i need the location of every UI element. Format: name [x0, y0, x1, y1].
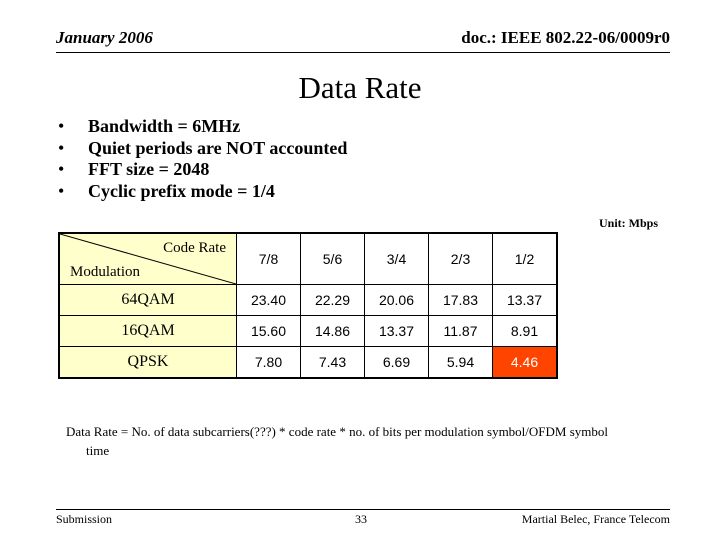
formula-note: Data Rate = No. of data subcarriers(???)…	[66, 422, 666, 460]
table-cell: 15.60	[236, 315, 301, 347]
diagonal-divider	[60, 234, 236, 284]
bullet-list: • Bandwidth = 6MHz • Quiet periods are NOT…	[58, 116, 347, 202]
bullet-dot-icon: •	[58, 116, 65, 136]
table-cell: 14.86	[300, 315, 365, 347]
table-cell: 6.69	[364, 346, 429, 379]
bullet-text: Bandwidth = 6MHz	[88, 116, 241, 136]
table-cell: 13.37	[492, 284, 558, 316]
header-divider	[56, 52, 670, 53]
bullet-dot-icon: •	[58, 180, 65, 201]
header-date: January 2006	[56, 28, 153, 47]
table-cell: 22.29	[300, 284, 365, 316]
column-header: 3/4	[364, 232, 429, 285]
footer-author: Martial Belec, France Telecom	[521, 512, 670, 526]
table-row: QPSK 7.80 7.43 6.69 5.94 4.46	[58, 346, 558, 379]
bullet-item: • Bandwidth = 6MHz	[58, 116, 347, 138]
table-cell: 23.40	[236, 284, 301, 316]
unit-label: Unit: Mbps	[598, 216, 658, 230]
column-header: 5/6	[300, 232, 365, 285]
bullet-text: Cyclic prefix mode = 1/4	[88, 180, 275, 201]
formula-line: Data Rate = No. of data subcarriers(???)…	[66, 424, 609, 439]
row-label: 16QAM	[58, 315, 237, 347]
bullet-text: Quiet periods are NOT accounted	[88, 137, 348, 158]
bullet-item: • Cyclic prefix mode = 1/4	[58, 181, 347, 203]
footer-divider	[56, 509, 670, 510]
code-rate-label: Code Rate	[163, 240, 226, 256]
bullet-dot-icon: •	[58, 137, 65, 158]
modulation-label: Modulation	[70, 264, 140, 280]
table-cell: 13.37	[364, 315, 429, 347]
bullet-dot-icon: •	[58, 159, 65, 179]
formula-line-continued: time	[86, 443, 110, 458]
table-cell: 8.91	[492, 315, 558, 347]
table-cell: 20.06	[364, 284, 429, 316]
column-header: 7/8	[236, 232, 301, 285]
data-rate-table: Code Rate Modulation 7/8 5/6 3/4 2/3 1/2…	[58, 232, 558, 379]
table-cell: 11.87	[428, 315, 493, 347]
header-doc-id: doc.: IEEE 802.22-06/0009r0	[461, 28, 670, 47]
table-header-row: Code Rate Modulation 7/8 5/6 3/4 2/3 1/2	[58, 232, 558, 285]
table-cell: 7.43	[300, 346, 365, 379]
slide-title: Data Rate	[298, 70, 422, 105]
column-header: 2/3	[428, 232, 493, 285]
page-number: 33	[355, 512, 367, 526]
row-label: 64QAM	[58, 284, 237, 316]
table-row: 64QAM 23.40 22.29 20.06 17.83 13.37	[58, 284, 558, 316]
footer-submission: Submission	[56, 512, 113, 526]
bullet-text: FFT size = 2048	[88, 159, 210, 179]
highlighted-cell: 4.46	[492, 346, 558, 379]
table-corner-cell: Code Rate Modulation	[58, 232, 237, 285]
table-cell: 5.94	[428, 346, 493, 379]
table-row: 16QAM 15.60 14.86 13.37 11.87 8.91	[58, 315, 558, 347]
table-cell: 17.83	[428, 284, 493, 316]
bullet-item: • FFT size = 2048	[58, 159, 347, 181]
row-label: QPSK	[58, 346, 237, 379]
bullet-item: • Quiet periods are NOT accounted	[58, 138, 347, 160]
column-header: 1/2	[492, 232, 558, 285]
table-cell: 7.80	[236, 346, 301, 379]
